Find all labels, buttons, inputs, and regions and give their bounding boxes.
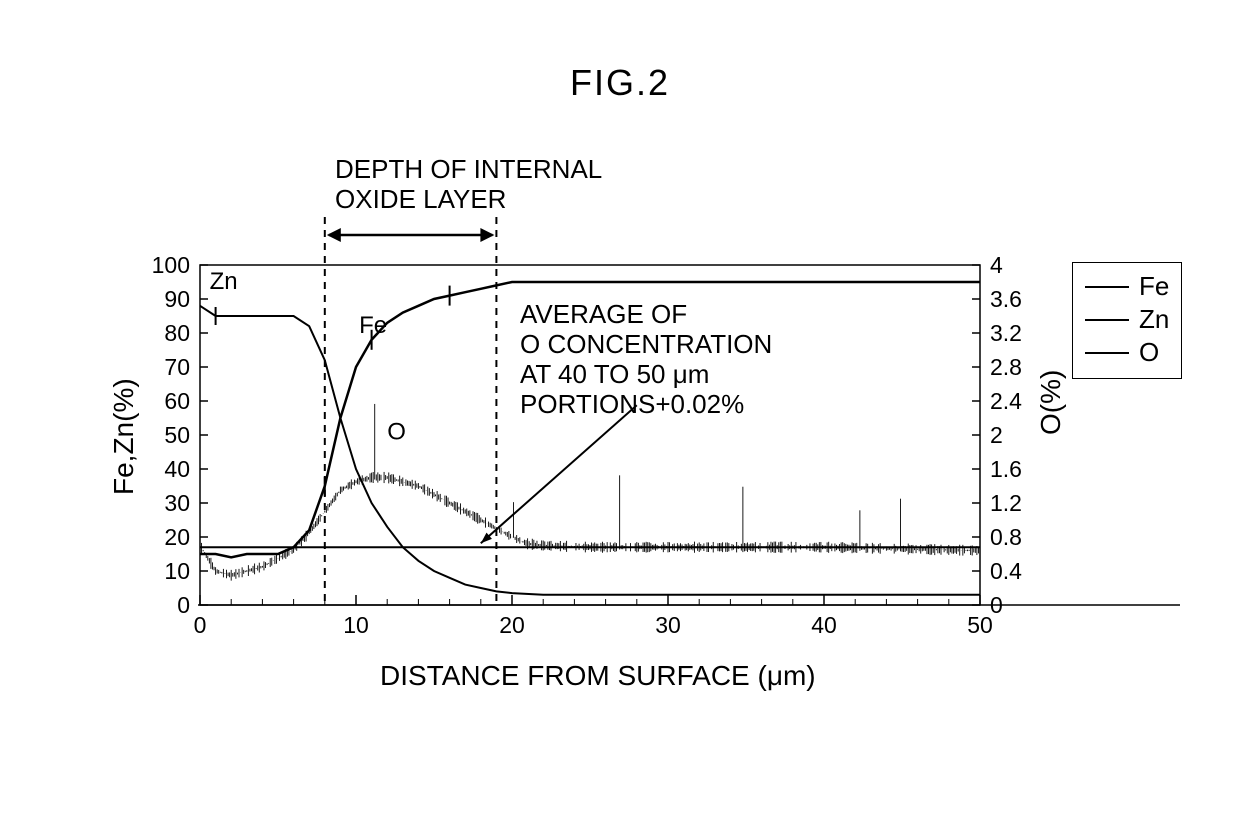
y-right-tick-label: 4 [990,252,1003,278]
y-right-tick-label: 0.8 [990,524,1022,550]
x-tick-label: 20 [499,612,525,638]
x-tick-label: 40 [811,612,837,638]
legend: Fe Zn O [1072,262,1182,379]
y-right-tick-label: 3.2 [990,320,1022,346]
x-label: DISTANCE FROM SURFACE (μm) [380,660,816,692]
y-left-tick-label: 70 [164,354,190,380]
legend-label: O [1139,337,1159,368]
y-left-tick-label: 60 [164,388,190,414]
y-left-tick-label: 0 [177,592,190,618]
legend-swatch [1085,286,1129,288]
inline-label-fe: Fe [359,312,387,339]
y-left-tick-label: 80 [164,320,190,346]
legend-item-zn: Zn [1085,304,1169,335]
y-left-tick-label: 90 [164,286,190,312]
y-left-tick-label: 40 [164,456,190,482]
x-tick-label: 0 [194,612,207,638]
y-right-tick-label: 1.6 [990,456,1022,482]
inline-label-o: O [387,418,406,445]
legend-swatch [1085,352,1129,354]
annotation-o-concentration: AVERAGE OF O CONCENTRATION AT 40 TO 50 μ… [520,300,772,420]
x-tick-label: 30 [655,612,681,638]
y-right-tick-label: 3.6 [990,286,1022,312]
y-left-tick-label: 20 [164,524,190,550]
y-right-tick-label: 2.8 [990,354,1022,380]
legend-item-fe: Fe [1085,271,1169,302]
y-right-tick-label: 0 [990,592,1003,618]
annotation-depth-of-internal-oxide-layer: DEPTH OF INTERNAL OXIDE LAYER [335,155,602,215]
y-right-label: O(%) [1035,370,1067,435]
x-tick-label: 10 [343,612,369,638]
y-right-tick-label: 2.4 [990,388,1022,414]
inline-label-zn: Zn [210,268,238,295]
legend-label: Zn [1139,304,1169,335]
y-left-tick-label: 30 [164,490,190,516]
y-left-label: Fe,Zn(%) [108,378,140,495]
y-right-tick-label: 0.4 [990,558,1022,584]
figure-title: FIG.2 [0,62,1240,104]
y-left-tick-label: 100 [152,252,190,278]
y-left-tick-label: 50 [164,422,190,448]
y-right-tick-label: 1.2 [990,490,1022,516]
legend-item-o: O [1085,337,1169,368]
x-tick-label: 50 [967,612,993,638]
y-left-tick-label: 10 [164,558,190,584]
y-right-tick-label: 2 [990,422,1003,448]
series-o [200,404,978,581]
legend-swatch [1085,319,1129,321]
legend-label: Fe [1139,271,1169,302]
